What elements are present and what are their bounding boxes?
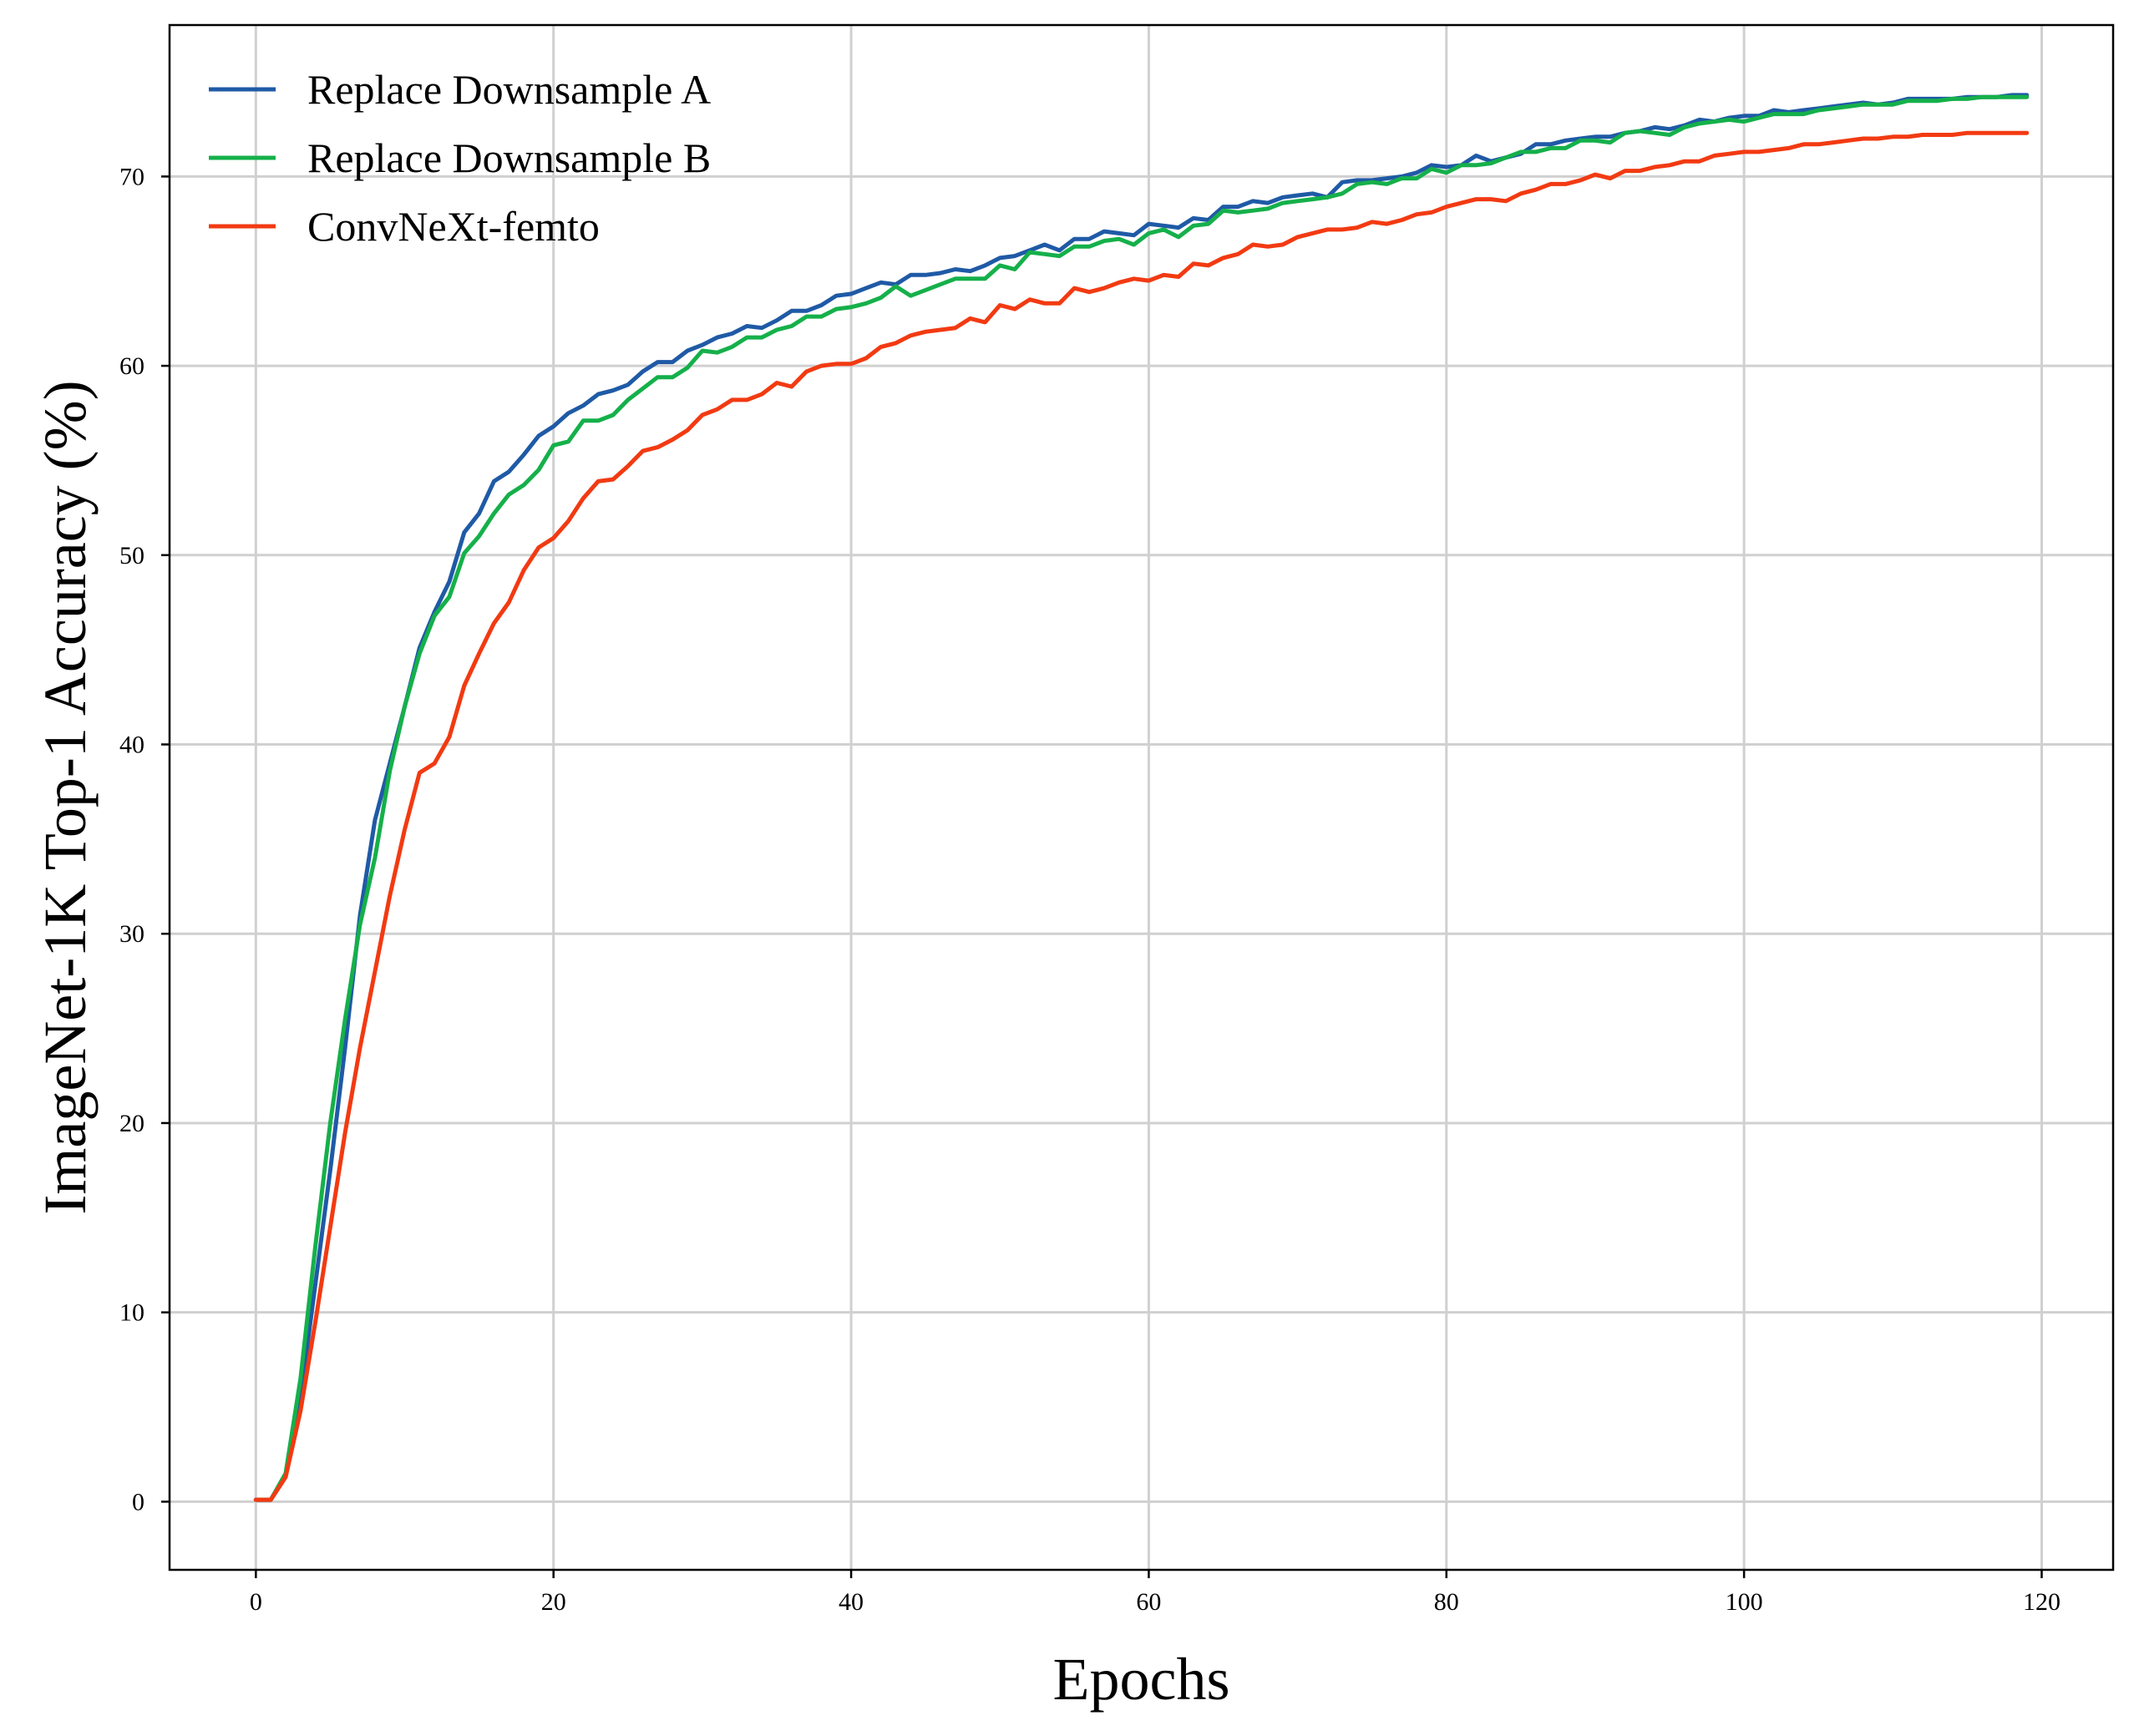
x-tick-label-20: 20 (541, 1588, 566, 1616)
y-tick-label-40: 40 (119, 731, 144, 759)
series-layer (253, 93, 2030, 1502)
y-tick-label-10: 10 (119, 1299, 144, 1327)
series-line-1 (253, 93, 2030, 1502)
grid (170, 25, 2113, 1570)
y-tick-label-70: 70 (119, 163, 144, 190)
y-tick-label-0: 0 (132, 1488, 144, 1516)
x-tick-label-120: 120 (2023, 1588, 2061, 1616)
ticks: 0 20 40 60 80 100 120 0 10 20 30 40 50 60 70 (119, 163, 2061, 1616)
x-tick-label-80: 80 (1434, 1588, 1459, 1616)
series-line-3 (253, 130, 2030, 1502)
x-tick-label-100: 100 (1726, 1588, 1763, 1616)
y-tick-label-50: 50 (119, 542, 144, 569)
legend: Replace Downsample A Replace Downsample B… (209, 66, 711, 250)
y-tick-label-30: 30 (119, 920, 144, 948)
y-tick-label-20: 20 (119, 1110, 144, 1137)
plot-frame (168, 23, 2115, 1572)
legend-label-1: Replace Downsample A (307, 66, 711, 113)
x-tick-label-0: 0 (250, 1588, 262, 1616)
x-tick-label-60: 60 (1136, 1588, 1161, 1616)
x-tick-label-40: 40 (839, 1588, 864, 1616)
y-axis-label: ImageNet-1K Top-1 Accuracy (%) (32, 380, 99, 1214)
x-axis-label: Epochs (1053, 1646, 1230, 1713)
series-line-2 (253, 94, 2030, 1502)
legend-label-2: Replace Downsample B (307, 134, 711, 181)
y-tick-label-60: 60 (119, 352, 144, 380)
legend-label-3: ConvNeXt-femto (307, 203, 600, 250)
